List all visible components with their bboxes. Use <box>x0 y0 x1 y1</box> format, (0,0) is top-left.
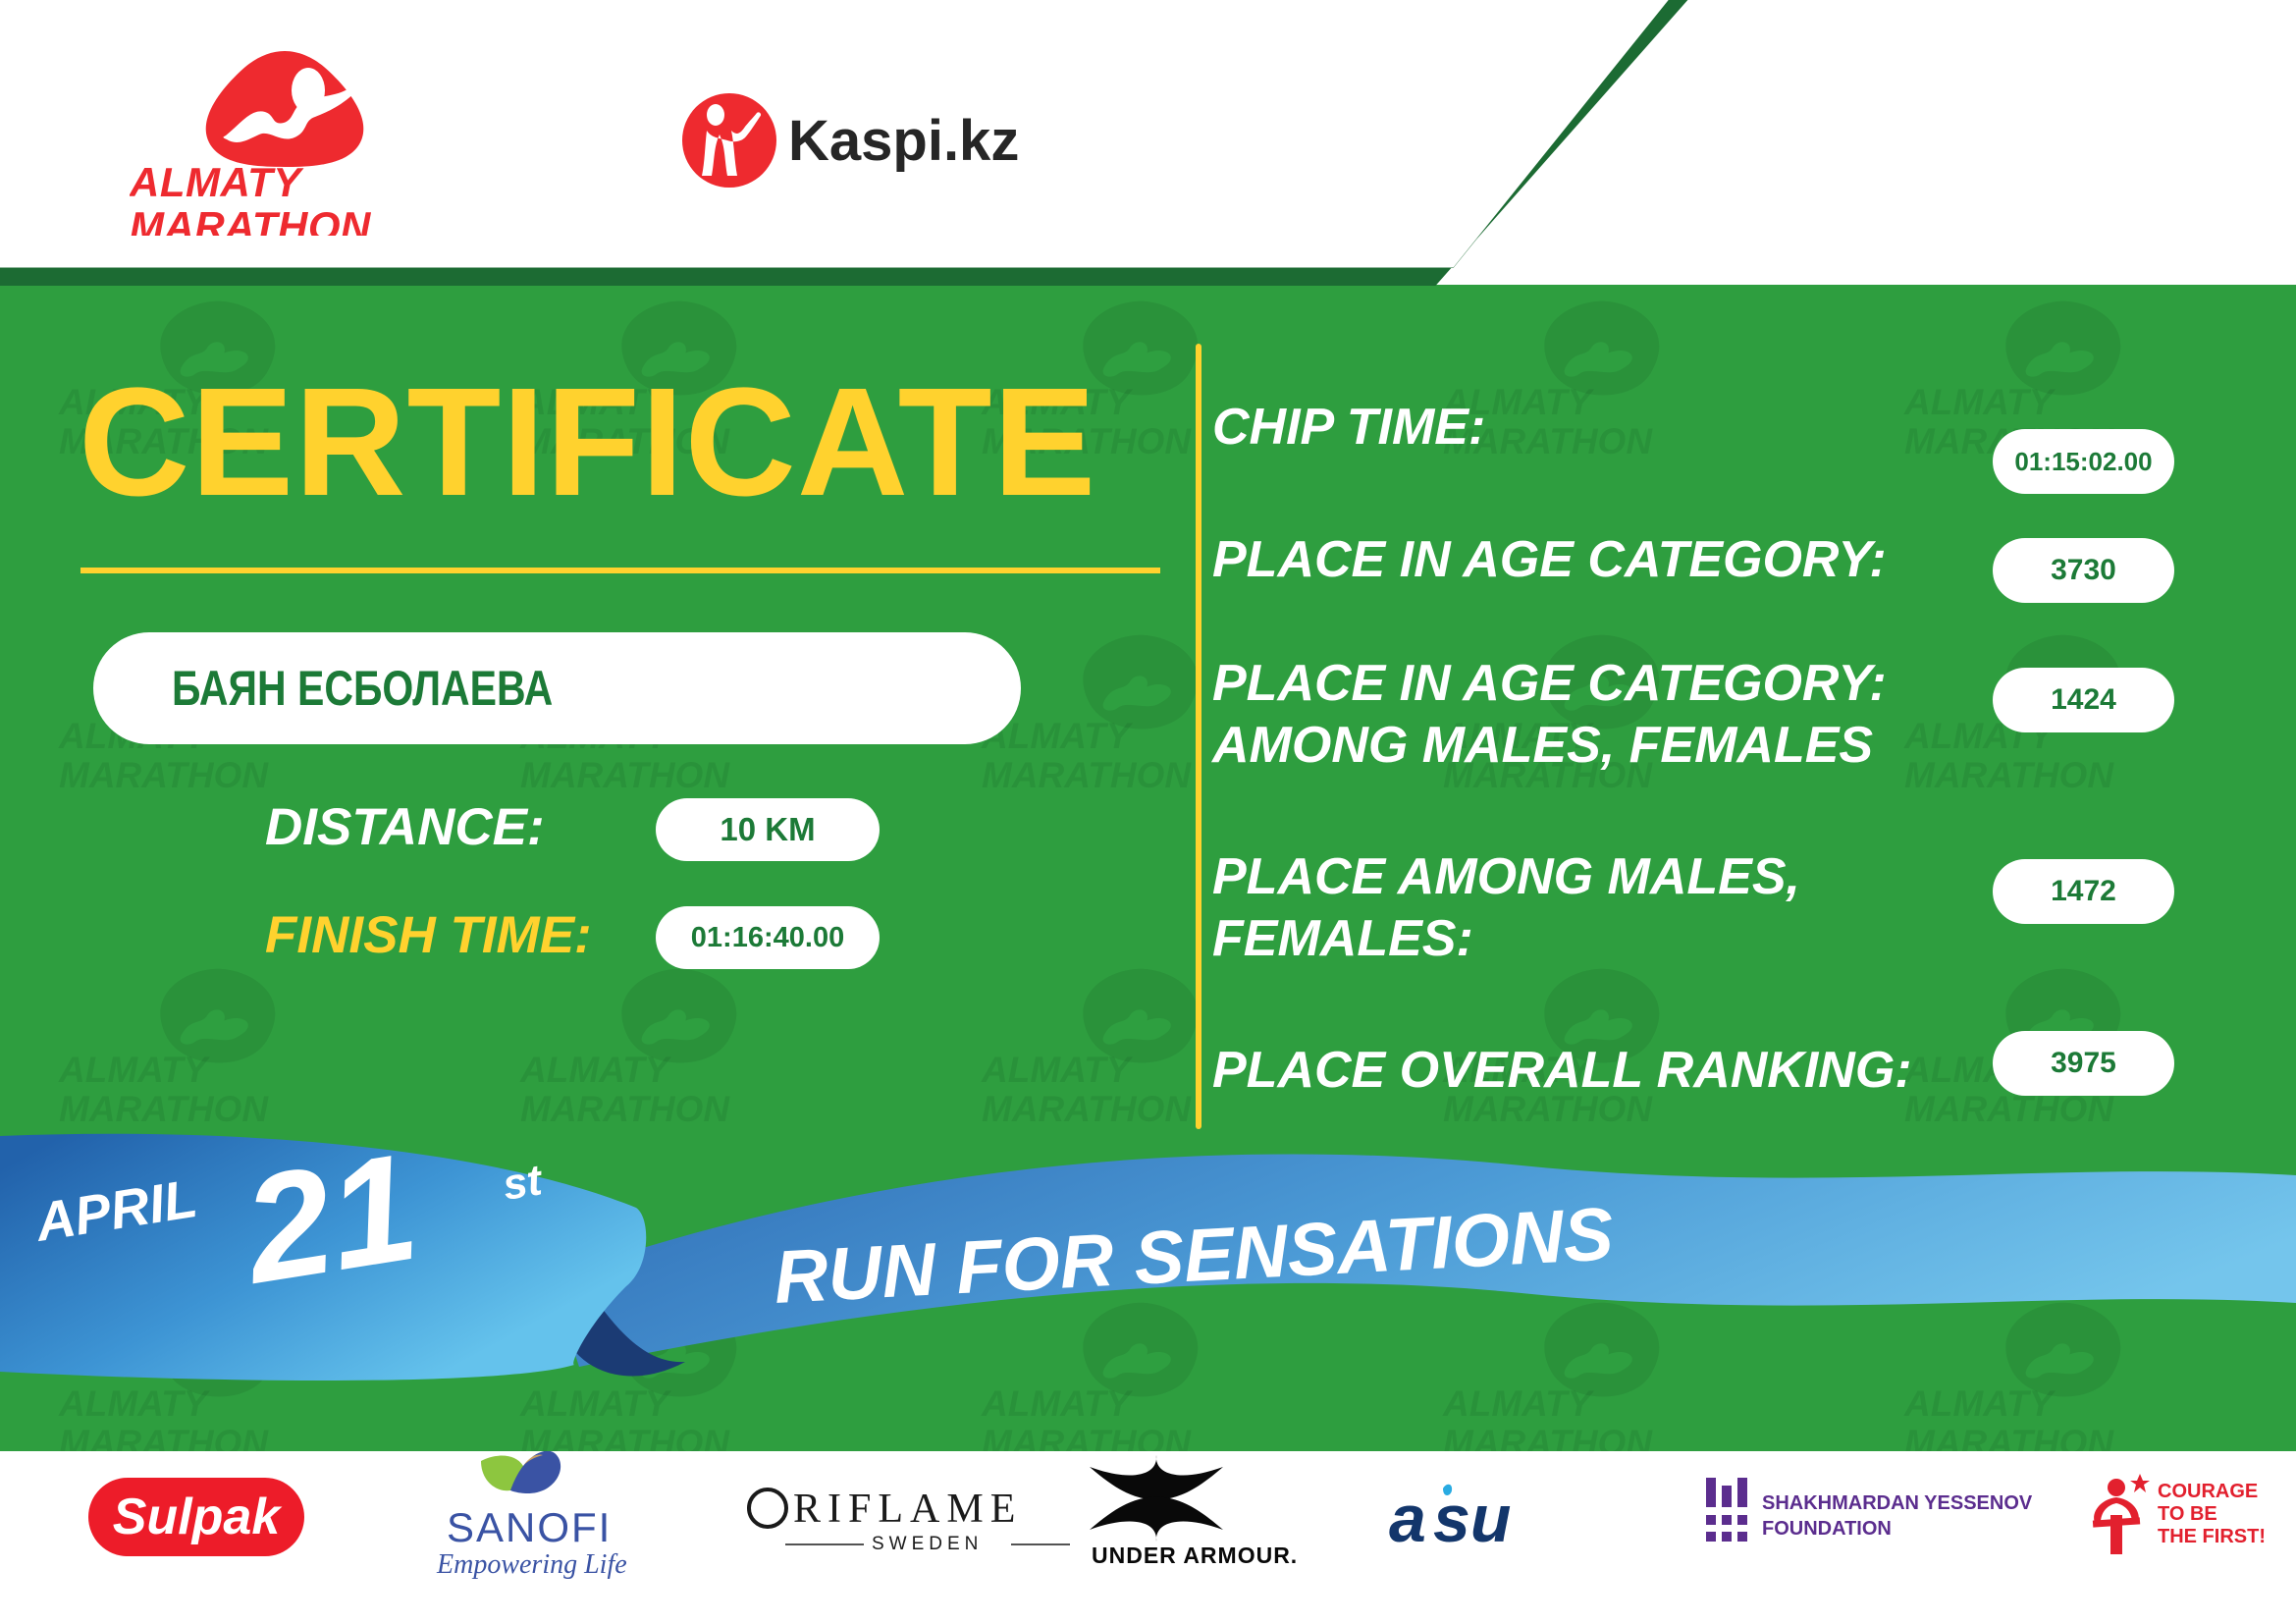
svg-text:MARATHON: MARATHON <box>130 203 372 236</box>
svg-text:TO BE: TO BE <box>2158 1503 2217 1525</box>
svg-text:FOUNDATION: FOUNDATION <box>1762 1518 1892 1540</box>
svg-text:Empowering Life: Empowering Life <box>436 1549 627 1580</box>
svg-text:THE FIRST!: THE FIRST! <box>2158 1526 2266 1547</box>
svg-text:COURAGE: COURAGE <box>2158 1481 2258 1502</box>
svg-text:SANOFI: SANOFI <box>447 1504 612 1550</box>
svg-text:Sulpak: Sulpak <box>113 1489 284 1545</box>
svg-text:a: a <box>1389 1482 1426 1556</box>
svg-text:SWEDEN: SWEDEN <box>872 1534 983 1554</box>
svg-text:SHAKHMARDAN YESSENOV: SHAKHMARDAN YESSENOV <box>1762 1492 2033 1514</box>
svg-text:UNDER ARMOUR.: UNDER ARMOUR. <box>1092 1543 1298 1568</box>
svg-text:ALMATY: ALMATY <box>130 159 304 205</box>
svg-text:21: 21 <box>231 1121 427 1316</box>
svg-text:Kaspi.kz: Kaspi.kz <box>788 109 1019 173</box>
svg-text:su: su <box>1433 1482 1511 1556</box>
svg-text:RIFLAME: RIFLAME <box>793 1487 1022 1532</box>
svg-text:st: st <box>500 1156 548 1210</box>
